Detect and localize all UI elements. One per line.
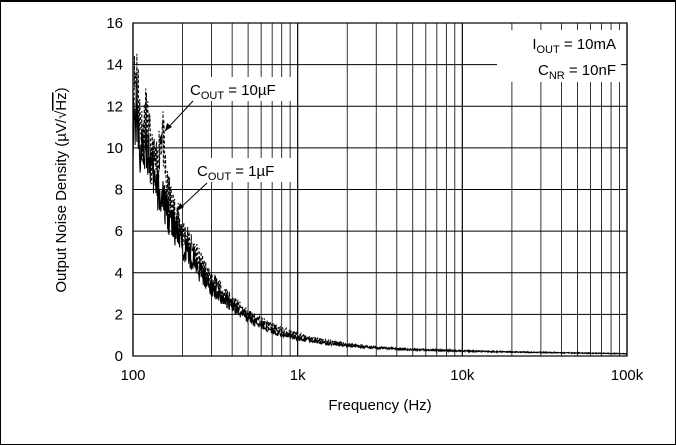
y-tick-label: 6 [115,223,123,240]
figure-top-rule [0,0,676,2]
y-tick-label: 2 [115,306,123,323]
tick-labels: 100 1k 10k 100k 0 2 4 6 8 10 12 14 16 [106,15,643,384]
label-bg-10uf [185,77,295,101]
y-tick-label: 4 [115,265,123,282]
x-tick-label: 100k [611,367,644,384]
y-tick-label: 14 [106,57,123,74]
condition-iout: IOUT = 10mA [532,36,616,56]
series-line-cout-10uf [132,53,628,355]
x-tick-label: 1k [290,367,306,384]
y-tick-label: 8 [115,182,123,199]
plot-border [132,22,628,357]
y-tick-label: 0 [115,348,123,365]
y-tick-label: 16 [106,15,123,32]
series-layer [132,53,628,355]
series-line-cout-1uf [132,81,628,355]
y-axis-title: Output Noise Density (µV/√Hz) [53,87,70,292]
leader-arrow-10uf [165,123,172,131]
y-tick-label: 12 [106,98,123,115]
y-tick-label: 10 [106,140,123,157]
label-bg-1uf [195,158,295,182]
x-tick-label: 10k [450,367,475,384]
leader-arrow-1uf [177,203,184,211]
x-tick-label: 100 [120,367,145,384]
x-axis-title: Frequency (Hz) [328,397,431,414]
conditions-box [497,30,621,82]
series-label-cout-10uf: COUT = 10µF [190,82,276,102]
